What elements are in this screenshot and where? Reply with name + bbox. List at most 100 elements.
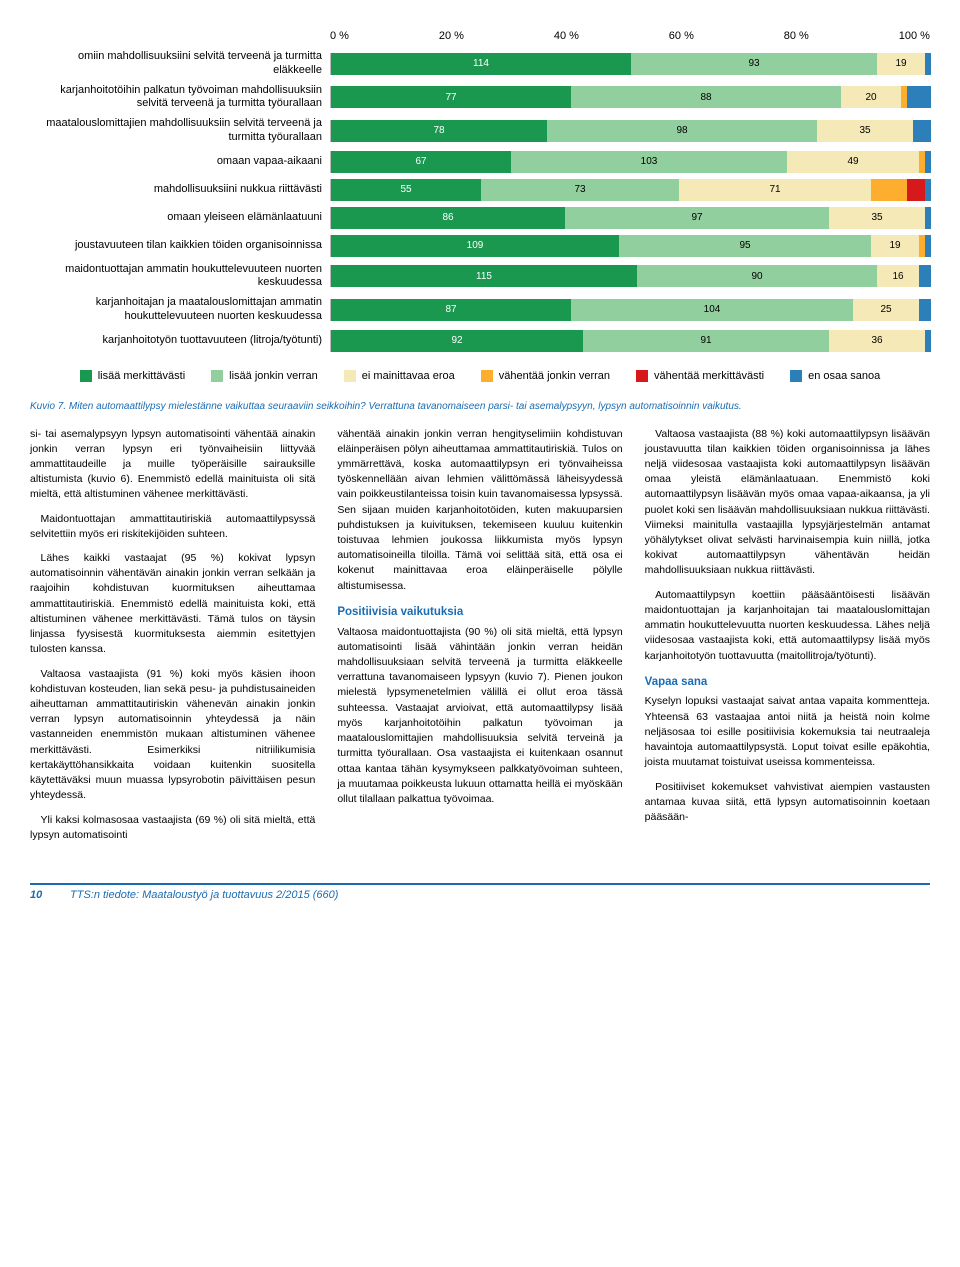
bar-segment: 93 bbox=[631, 53, 877, 75]
bar-segment bbox=[925, 53, 931, 75]
bar-segment bbox=[871, 179, 907, 201]
bar-segment: 19 bbox=[871, 235, 919, 257]
chart-row-label: joustavuuteen tilan kaikkien töiden orga… bbox=[30, 239, 330, 253]
bar-segment bbox=[925, 207, 931, 229]
bar-segment: 98 bbox=[547, 120, 817, 142]
chart-row-label: karjanhoitotöihin palkatun työvoiman mah… bbox=[30, 84, 330, 112]
bar-segment: 88 bbox=[571, 86, 841, 108]
chart-row-label: karjanhoitajan ja maatalouslomittajan am… bbox=[30, 296, 330, 324]
chart-axis: 0 % 20 % 40 % 60 % 80 % 100 % bbox=[30, 30, 930, 46]
para: Yli kaksi kolmasosaa vastaajista (69 %) … bbox=[30, 813, 315, 843]
axis-tick: 100 % bbox=[899, 30, 930, 42]
bar-segment: 71 bbox=[679, 179, 871, 201]
legend-swatch bbox=[636, 370, 648, 382]
legend-item: en osaa sanoa bbox=[790, 370, 880, 382]
para: Valtaosa maidontuottajista (90 %) oli si… bbox=[337, 625, 622, 808]
axis-tick: 60 % bbox=[669, 30, 694, 42]
chart-row-label: karjanhoitotyön tuottavuuteen (litroja/t… bbox=[30, 334, 330, 348]
bar-segment: 77 bbox=[331, 86, 571, 108]
chart-row-label: omaan yleiseen elämänlaatuuni bbox=[30, 211, 330, 225]
chart-row: omaan yleiseen elämänlaatuuni869735 bbox=[30, 207, 930, 229]
legend-swatch bbox=[211, 370, 223, 382]
bar-segment bbox=[925, 235, 931, 257]
legend-label: vähentää jonkin verran bbox=[499, 370, 610, 382]
legend-item: ei mainittavaa eroa bbox=[344, 370, 455, 382]
chart-row: mahdollisuuksiini nukkua riittävästi5573… bbox=[30, 179, 930, 201]
figure-caption: Kuvio 7. Miten automaattilypsy mielestän… bbox=[30, 400, 930, 413]
bar-segment bbox=[925, 179, 931, 201]
para: Lähes kaikki vastaajat (95 %) kokivat ly… bbox=[30, 551, 315, 658]
bar-segment: 25 bbox=[853, 299, 919, 321]
para: vähentää ainakin jonkin verran hengityse… bbox=[337, 427, 622, 594]
bar-segment bbox=[907, 179, 925, 201]
bar-segment: 103 bbox=[511, 151, 787, 173]
bar-segment bbox=[907, 86, 931, 108]
chart-row: omaan vapaa-aikaani6710349 bbox=[30, 151, 930, 173]
bar-segment: 78 bbox=[331, 120, 547, 142]
bar-segment: 90 bbox=[637, 265, 877, 287]
para: Kyselyn lopuksi vastaajat saivat antaa v… bbox=[645, 694, 930, 770]
legend-item: vähentää merkittävästi bbox=[636, 370, 764, 382]
legend-item: vähentää jonkin verran bbox=[481, 370, 610, 382]
subheading: Vapaa sana bbox=[645, 674, 930, 691]
bar-segment: 87 bbox=[331, 299, 571, 321]
bar-segment: 91 bbox=[583, 330, 829, 352]
chart-row-label: omaan vapaa-aikaani bbox=[30, 155, 330, 169]
bar-segment bbox=[919, 265, 931, 287]
chart-row: karjanhoitotöihin palkatun työvoiman mah… bbox=[30, 84, 930, 112]
axis-tick: 20 % bbox=[439, 30, 464, 42]
chart-legend: lisää merkittävästi lisää jonkin verran ei… bbox=[30, 370, 930, 382]
para: Valtaosa vastaajista (91 %) koki myös kä… bbox=[30, 667, 315, 804]
para: Automaattilypsyn koettiin pääsääntöisest… bbox=[645, 588, 930, 664]
bar-segment: 35 bbox=[817, 120, 913, 142]
chart-row: karjanhoitajan ja maatalouslomittajan am… bbox=[30, 296, 930, 324]
legend-label: en osaa sanoa bbox=[808, 370, 880, 382]
legend-label: lisää jonkin verran bbox=[229, 370, 318, 382]
chart-row-label: maatalouslomittajien mahdollisuuksiin se… bbox=[30, 117, 330, 145]
bar-segment: 55 bbox=[331, 179, 481, 201]
bar-segment: 115 bbox=[331, 265, 637, 287]
bar-segment: 86 bbox=[331, 207, 565, 229]
axis-tick: 40 % bbox=[554, 30, 579, 42]
chart-row-label: maidontuottajan ammatin houkuttelevuutee… bbox=[30, 263, 330, 291]
para: Valtaosa vastaajista (88 %) koki automaa… bbox=[645, 427, 930, 579]
bar-segment: 35 bbox=[829, 207, 925, 229]
chart-row-label: mahdollisuuksiini nukkua riittävästi bbox=[30, 183, 330, 197]
bar-segment: 104 bbox=[571, 299, 853, 321]
page-number: 10 bbox=[30, 889, 70, 901]
bar-segment: 67 bbox=[331, 151, 511, 173]
chart-row: maidontuottajan ammatin houkuttelevuutee… bbox=[30, 263, 930, 291]
bar-segment: 16 bbox=[877, 265, 919, 287]
subheading: Positiivisia vaikutuksia bbox=[337, 604, 622, 621]
bar-segment: 114 bbox=[331, 53, 631, 75]
bar-segment: 49 bbox=[787, 151, 919, 173]
legend-label: lisää merkittävästi bbox=[98, 370, 185, 382]
legend-item: lisää merkittävästi bbox=[80, 370, 185, 382]
legend-swatch bbox=[344, 370, 356, 382]
bar-segment bbox=[925, 151, 931, 173]
article-body: si- tai asemalypsyyn lypsyn automatisoin… bbox=[30, 427, 930, 843]
bar-segment: 97 bbox=[565, 207, 829, 229]
para: Positiiviset kokemukset vahvistivat aiem… bbox=[645, 780, 930, 826]
bar-segment: 19 bbox=[877, 53, 925, 75]
para: si- tai asemalypsyyn lypsyn automatisoin… bbox=[30, 427, 315, 503]
legend-label: ei mainittavaa eroa bbox=[362, 370, 455, 382]
bar-segment: 36 bbox=[829, 330, 925, 352]
chart-row: omiin mahdollisuuksiini selvitä terveenä… bbox=[30, 50, 930, 78]
legend-swatch bbox=[80, 370, 92, 382]
axis-tick: 80 % bbox=[784, 30, 809, 42]
legend-item: lisää jonkin verran bbox=[211, 370, 318, 382]
axis-tick: 0 % bbox=[330, 30, 349, 42]
bar-segment bbox=[919, 299, 931, 321]
legend-swatch bbox=[481, 370, 493, 382]
para: Maidontuottajan ammattitautiriskiä autom… bbox=[30, 512, 315, 542]
chart-row-label: omiin mahdollisuuksiini selvitä terveenä… bbox=[30, 50, 330, 78]
page-root: 0 % 20 % 40 % 60 % 80 % 100 % omiin mahdollisu… bbox=[0, 0, 960, 911]
legend-swatch bbox=[790, 370, 802, 382]
chart-row: joustavuuteen tilan kaikkien töiden orga… bbox=[30, 235, 930, 257]
bar-segment: 92 bbox=[331, 330, 583, 352]
stacked-bar-chart: 0 % 20 % 40 % 60 % 80 % 100 % omiin mahdollisu… bbox=[30, 30, 930, 352]
legend-label: vähentää merkittävästi bbox=[654, 370, 764, 382]
chart-row: karjanhoitotyön tuottavuuteen (litroja/t… bbox=[30, 330, 930, 352]
chart-row: maatalouslomittajien mahdollisuuksiin se… bbox=[30, 117, 930, 145]
